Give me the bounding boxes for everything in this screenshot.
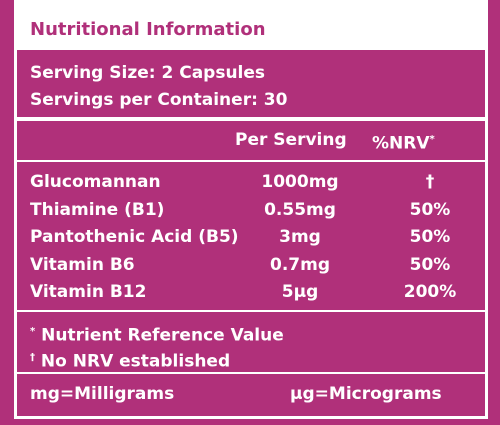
amount: 0.7mg [270, 254, 330, 275]
column-header-mark: * [429, 134, 435, 145]
nrv: 200% [403, 282, 457, 302]
column-header: Per Serving [235, 130, 347, 150]
footnote-mark: * [30, 326, 36, 337]
nutrient-name: Vitamin B6 [30, 254, 135, 275]
label-border [14, 0, 488, 419]
footnote: * Nutrient Reference Value [30, 322, 284, 346]
footnote-mark: † [30, 352, 35, 363]
nrv: 50% [409, 199, 451, 220]
serving-size: Serving Size: 2 Capsules [30, 63, 266, 83]
title: Nutritional Information [30, 19, 266, 40]
unit-note: mg=Milligrams [30, 384, 175, 404]
footnote-text: No NRV established [40, 351, 231, 372]
nutrient-name: Thiamine (B1) [30, 199, 165, 220]
divider [14, 160, 488, 162]
nutrient-name: Glucomannan [30, 172, 161, 192]
nrv: † [425, 172, 435, 192]
header-band [14, 0, 488, 50]
divider [14, 372, 488, 374]
divider [14, 117, 488, 121]
nutrient-name: Vitamin B12 [30, 282, 147, 302]
column-header-text: %NRV [372, 133, 430, 154]
footnote-text: Nutrient Reference Value [41, 325, 284, 346]
divider [14, 310, 488, 312]
amount: 5µg [281, 282, 319, 302]
unit-note: µg=Micrograms [290, 384, 442, 404]
amount: 0.55mg [264, 199, 336, 220]
amount: 3mg [279, 227, 321, 247]
nrv: 50% [409, 254, 451, 275]
servings-per-container: Servings per Container: 30 [30, 90, 288, 110]
column-header: %NRV* [372, 130, 435, 154]
amount: 1000mg [261, 172, 339, 192]
nrv: 50% [409, 227, 451, 247]
nutrient-name: Pantothenic Acid (B5) [30, 227, 239, 247]
footnote: † No NRV established [30, 348, 230, 372]
